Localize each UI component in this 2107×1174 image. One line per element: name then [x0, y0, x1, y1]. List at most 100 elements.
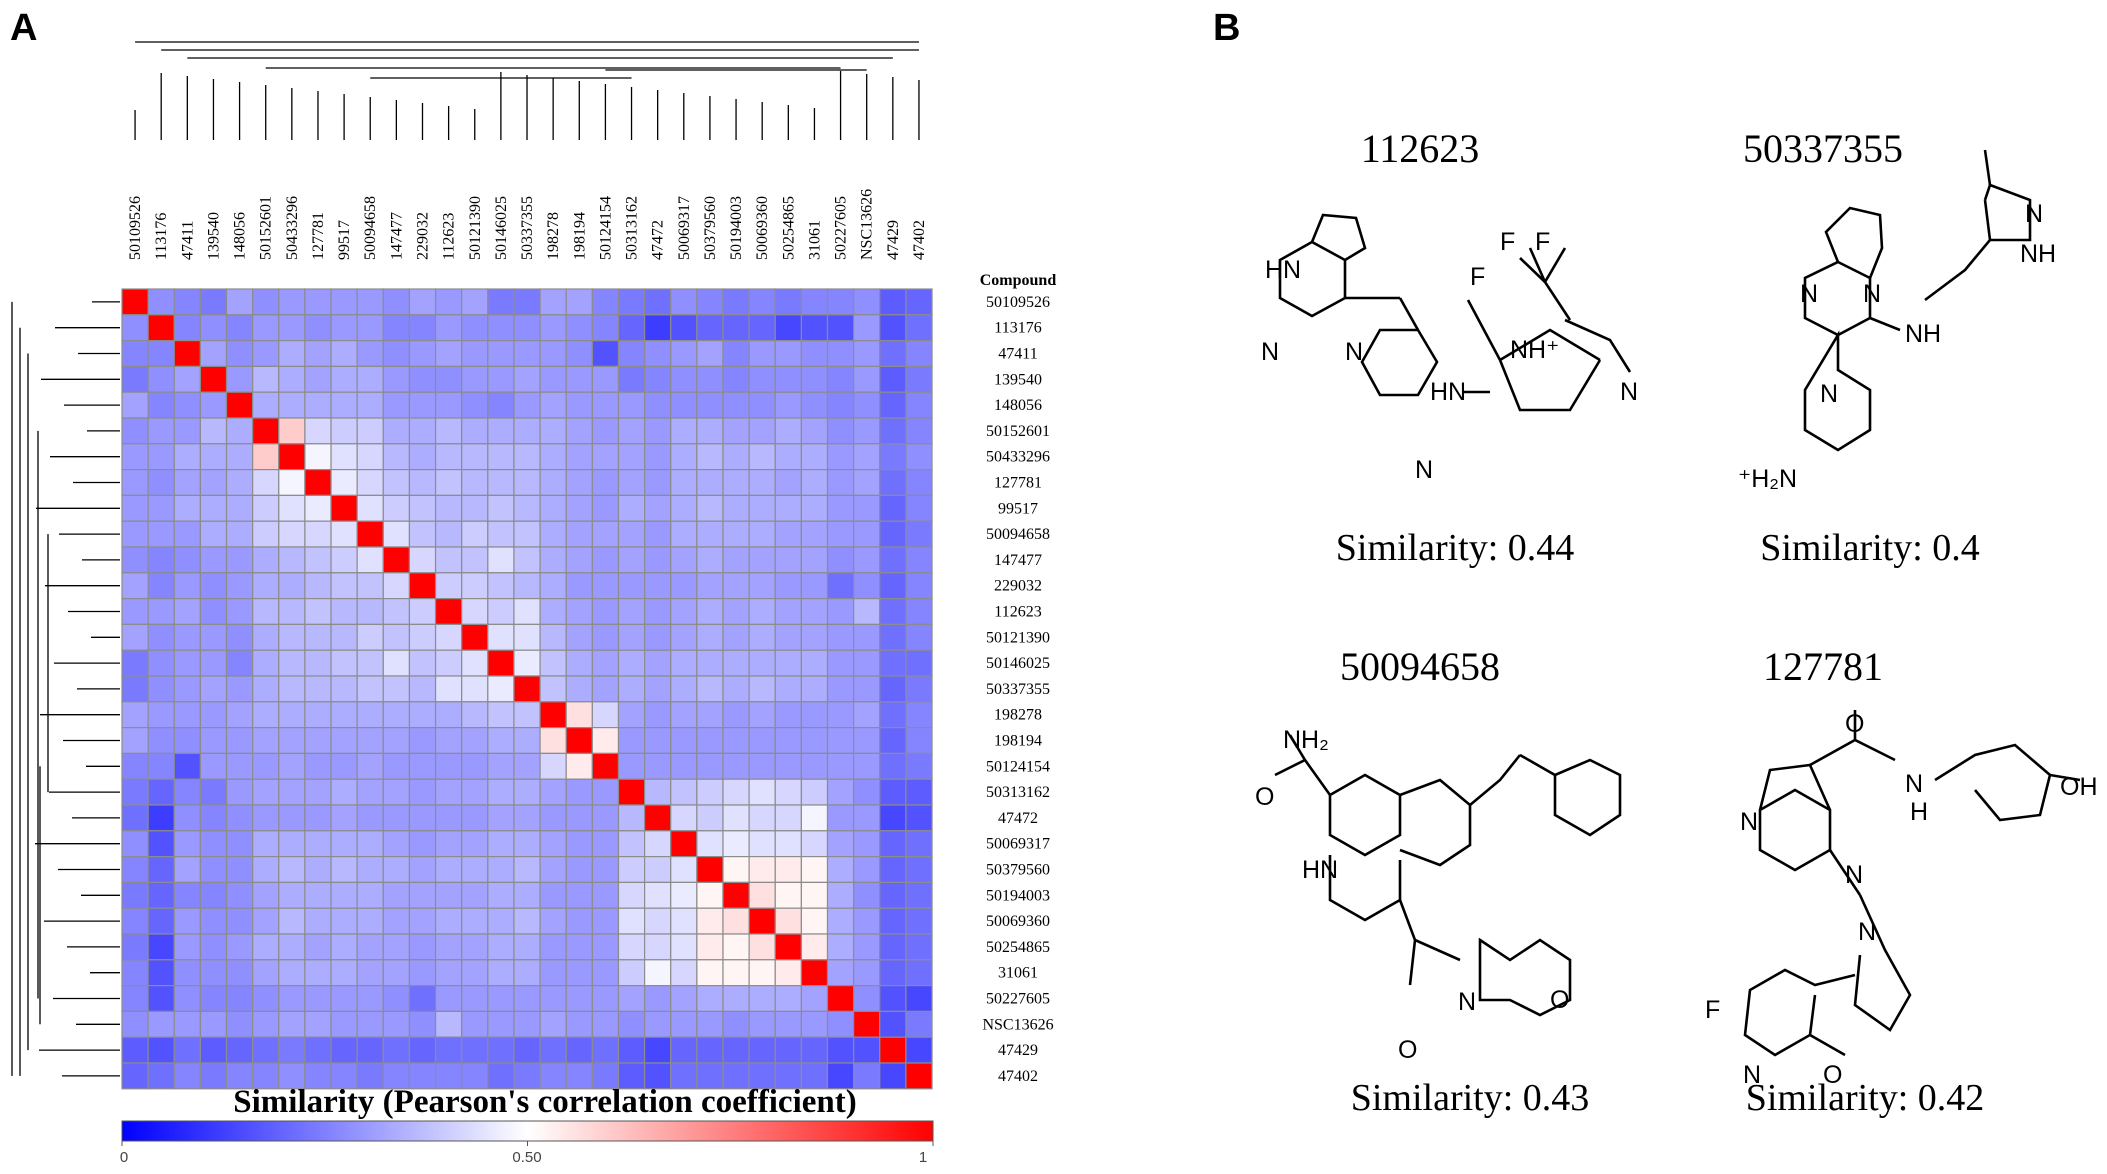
heatmap-cell: [199, 520, 228, 548]
heatmap-cell: [696, 675, 724, 703]
atom-n1-127781: N: [1740, 808, 1758, 836]
heatmap-cell: [513, 314, 541, 342]
atom-o2-50094658: O: [1398, 1036, 1417, 1064]
heatmap-cell: [408, 830, 437, 858]
heatmap-cell: [643, 314, 672, 342]
column-label: 139540: [205, 212, 222, 260]
heatmap-cell: [513, 881, 541, 909]
heatmap-cell: [905, 288, 933, 316]
heatmap-cell: [434, 984, 463, 1012]
column-label: 229032: [414, 212, 431, 260]
heatmap-cell: [173, 649, 201, 677]
heatmap-cell: [278, 417, 306, 445]
row-label: 198278: [994, 707, 1042, 724]
heatmap-cell: [722, 623, 750, 651]
heatmap-cell: [853, 417, 881, 445]
heatmap-cell: [565, 959, 593, 987]
heatmap-cell: [774, 340, 802, 368]
heatmap-cell: [199, 855, 228, 883]
heatmap-cell: [408, 649, 437, 677]
heatmap-cell: [173, 494, 201, 522]
heatmap-cell: [461, 572, 489, 600]
heatmap-cell: [461, 365, 489, 393]
column-label: 47429: [885, 220, 902, 260]
heatmap-cell: [434, 959, 463, 987]
heatmap-cell: [304, 701, 332, 729]
similarity-50094658: Similarity: 0.43: [1351, 1077, 1590, 1119]
heatmap-cell: [905, 597, 933, 625]
structure-112623: [1278, 213, 1632, 412]
heatmap-cell: [539, 417, 567, 445]
heatmap-cell: [800, 288, 829, 316]
heatmap-cell: [879, 1036, 907, 1064]
heatmap-cell: [487, 752, 515, 780]
heatmap-cell: [304, 623, 332, 651]
column-label: 50121390: [467, 196, 484, 260]
heatmap-cell: [199, 804, 228, 832]
column-label: 47402: [911, 220, 928, 260]
heatmap-cell: [905, 365, 933, 393]
atom-hn-112623: HN: [1265, 256, 1301, 284]
heatmap-cell: [461, 649, 489, 677]
heatmap-cell: [905, 726, 933, 754]
heatmap-cell: [591, 572, 620, 600]
heatmap-cell: [591, 494, 620, 522]
heatmap-cell: [278, 726, 306, 754]
heatmap-cell: [382, 984, 411, 1012]
heatmap-cell: [800, 314, 829, 342]
atom-n3-127781: N: [1905, 770, 1923, 798]
heatmap-cell: [853, 623, 881, 651]
colorbar-label-050: 0.50: [512, 1149, 541, 1166]
heatmap-cell: [565, 623, 593, 651]
heatmap-cell: [278, 855, 306, 883]
heatmap-cell: [853, 726, 881, 754]
heatmap-cell: [461, 1062, 489, 1090]
heatmap-cell: [252, 649, 280, 677]
heatmap-cell: [225, 443, 254, 471]
heatmap-cell: [591, 365, 620, 393]
heatmap-cell: [722, 1010, 750, 1038]
heatmap-cell: [774, 752, 802, 780]
heatmap-cell: [408, 520, 437, 548]
heatmap-cell: [800, 907, 829, 935]
heatmap-cell: [408, 572, 437, 600]
atom-n1-112623: N: [1261, 338, 1279, 366]
heatmap-cell: [826, 804, 855, 832]
atom-f1-112623: F: [1500, 228, 1515, 256]
heatmap-cell: [461, 830, 489, 858]
heatmap-cell: [199, 984, 228, 1012]
heatmap-cell: [591, 1062, 620, 1090]
heatmap-cell: [905, 675, 933, 703]
column-label: 50227605: [833, 196, 850, 260]
heatmap-cell: [434, 623, 463, 651]
heatmap-cell: [800, 391, 829, 419]
heatmap-cell: [173, 1036, 201, 1064]
heatmap-cell: [225, 417, 254, 445]
heatmap-cell: [513, 520, 541, 548]
heatmap-cell: [304, 649, 332, 677]
heatmap-cell: [121, 443, 149, 471]
heatmap-cell: [643, 365, 672, 393]
heatmap-cell: [826, 520, 855, 548]
heatmap-cell: [513, 391, 541, 419]
heatmap-cell: [304, 417, 332, 445]
heatmap-cell: [356, 675, 384, 703]
heatmap-cell: [617, 443, 646, 471]
heatmap-cell: [173, 417, 201, 445]
heatmap-cell: [278, 520, 306, 548]
atom-nh2-50094658: NH₂: [1283, 726, 1329, 754]
heatmap-cell: [434, 726, 463, 754]
heatmap-cell: [670, 1010, 698, 1038]
heatmap-cell: [853, 1062, 881, 1090]
heatmap-cell: [565, 907, 593, 935]
heatmap-cell: [147, 1036, 175, 1064]
heatmap-cell: [696, 314, 724, 342]
heatmap-cell: [591, 984, 620, 1012]
heatmap-cell: [696, 830, 724, 858]
heatmap-cell: [774, 417, 802, 445]
heatmap-cell: [252, 726, 280, 754]
heatmap-cell: [826, 726, 855, 754]
heatmap-cell: [461, 984, 489, 1012]
heatmap-cell: [225, 1036, 254, 1064]
heatmap-cell: [748, 675, 776, 703]
